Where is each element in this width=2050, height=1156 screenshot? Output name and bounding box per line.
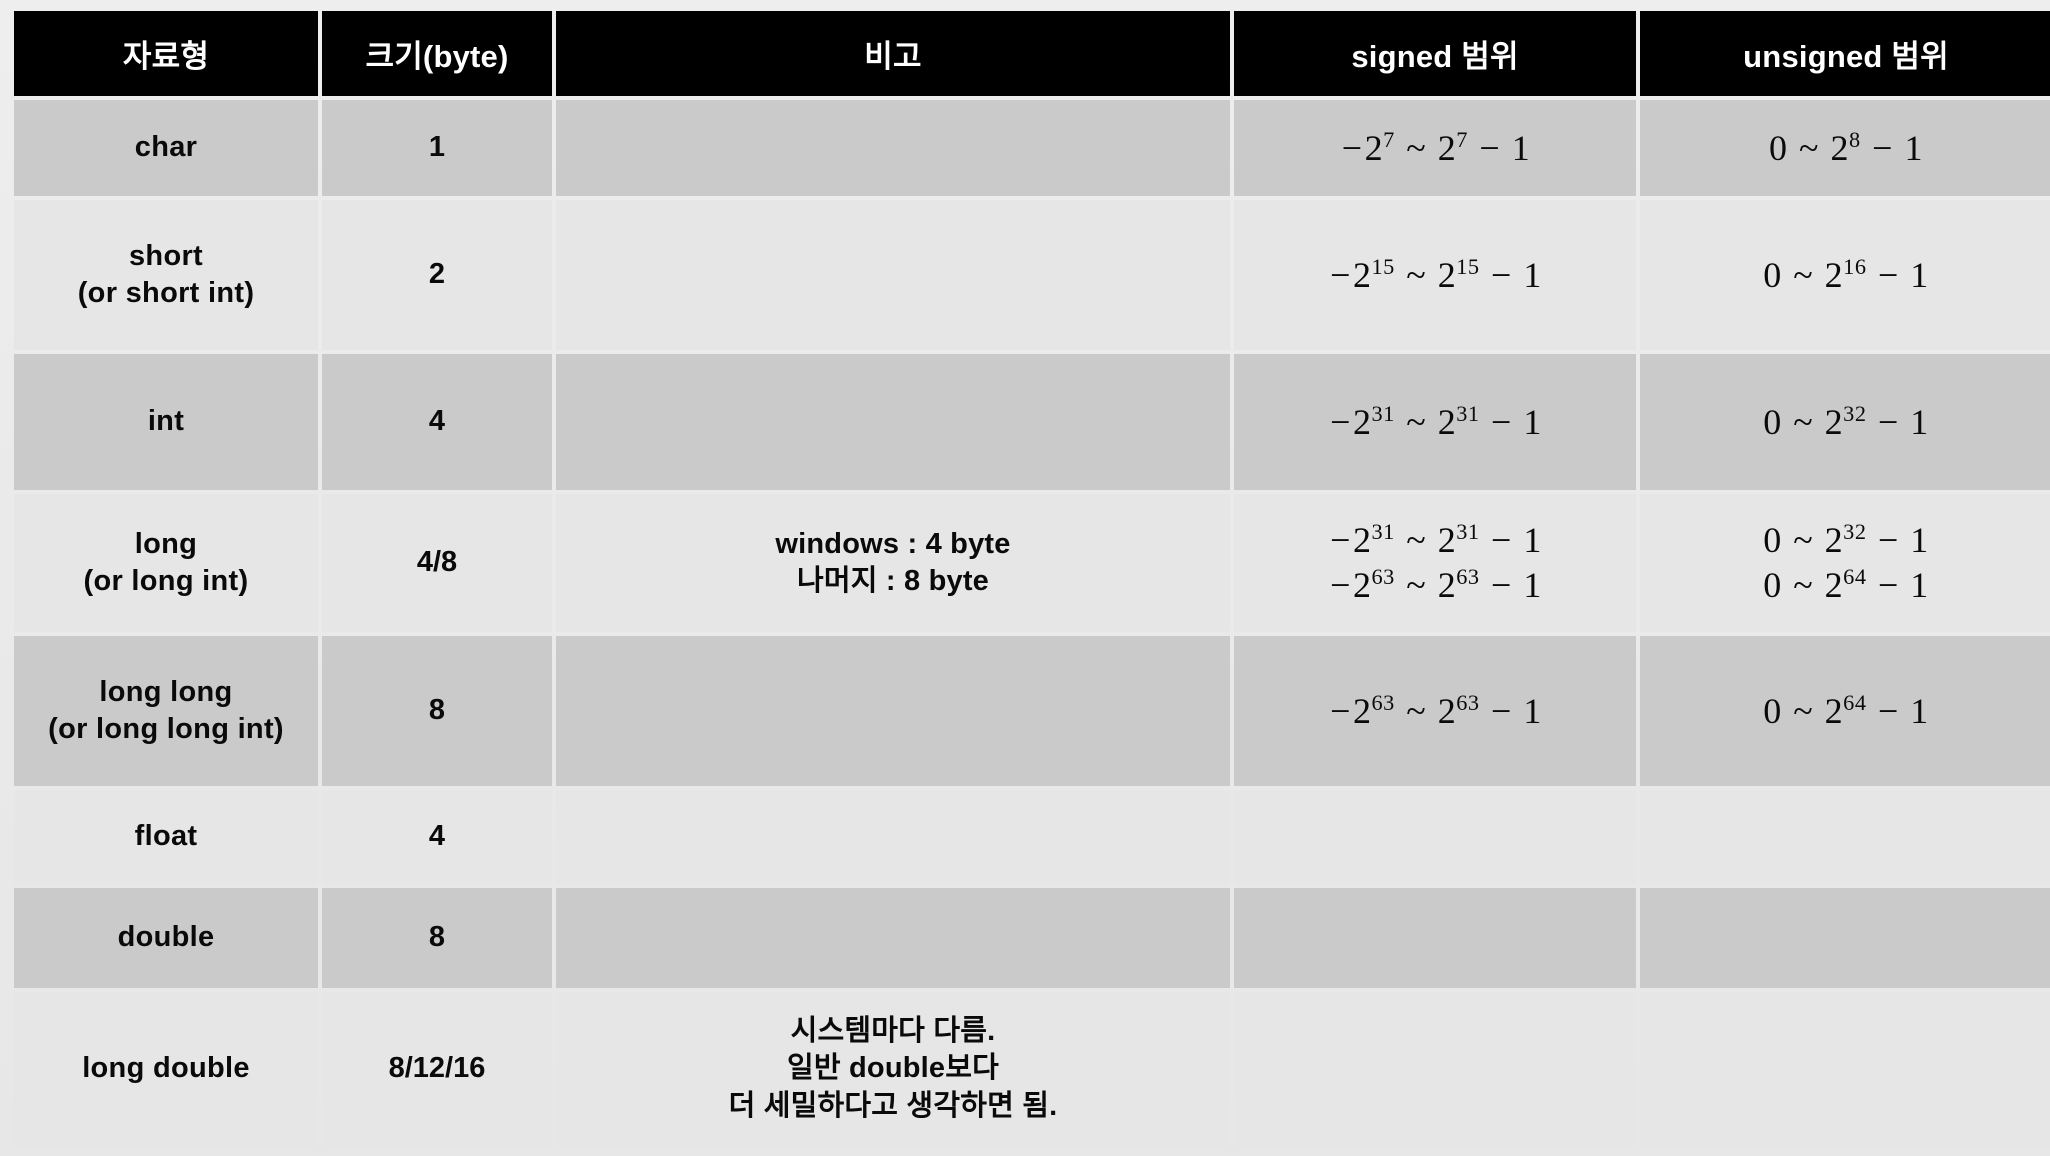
signed-range-line: −263 ~ 263 − 1 — [1330, 689, 1542, 731]
cell-signed-range — [1234, 790, 1636, 884]
column-header-unsigned: unsigned 범위 — [1640, 11, 2050, 96]
type-name-line: int — [147, 405, 185, 438]
table-row: char 1 −27 ~ 27 − 1 0 ~ 28 − 1 — [14, 100, 2050, 196]
type-alias-line: (or long long int) — [48, 713, 284, 745]
unsigned-range-line: 0 ~ 216 − 1 — [1763, 253, 1929, 295]
column-header-note: 비고 — [556, 11, 1230, 96]
cell-signed-range — [1234, 888, 1636, 988]
cell-size: 8/12/16 — [322, 992, 552, 1146]
cell-unsigned-range — [1640, 790, 2050, 884]
cell-note: windows : 4 byte 나머지 : 8 byte — [556, 494, 1230, 632]
unsigned-range-line: 0 ~ 232 − 1 — [1763, 400, 1929, 442]
type-name-line: short — [129, 239, 203, 272]
table-row: short (or short int) 2 −215 ~ 215 − 1 0 ~ 21… — [14, 200, 2050, 350]
cell-note — [556, 888, 1230, 988]
cell-size: 4 — [322, 354, 552, 490]
table-header: 자료형 크기(byte) 비고 signed 범위 unsigned 범위 — [14, 11, 2050, 96]
cell-type: double — [14, 888, 318, 988]
cell-signed-range: −27 ~ 27 − 1 — [1234, 100, 1636, 196]
cell-signed-range — [1234, 992, 1636, 1146]
cell-type: long double — [14, 992, 318, 1146]
cell-unsigned-range: 0 ~ 232 − 1 — [1640, 354, 2050, 490]
signed-range-line: −27 ~ 27 − 1 — [1341, 126, 1531, 168]
cell-unsigned-range: 0 ~ 264 − 1 — [1640, 636, 2050, 786]
table-body: char 1 −27 ~ 27 − 1 0 ~ 28 − 1 short (or shor… — [14, 100, 2050, 1146]
column-header-size: 크기(byte) — [322, 11, 552, 96]
note-line: windows : 4 byte — [775, 527, 1011, 560]
cell-signed-range: −231 ~ 231 − 1 — [1234, 354, 1636, 490]
table-row: double 8 — [14, 888, 2050, 988]
unsigned-range-line: 0 ~ 232 − 1 — [1763, 519, 1929, 560]
cell-signed-range: −231 ~ 231 − 1 −263 ~ 263 − 1 — [1234, 494, 1636, 632]
cell-note — [556, 100, 1230, 196]
unsigned-range-line: 0 ~ 264 − 1 — [1763, 689, 1929, 731]
data-types-table: 자료형 크기(byte) 비고 signed 범위 unsigned 범위 ch… — [10, 7, 2050, 1150]
cell-type: long (or long int) — [14, 494, 318, 632]
table-row: int 4 −231 ~ 231 − 1 0 ~ 232 − 1 — [14, 354, 2050, 490]
cell-unsigned-range: 0 ~ 216 − 1 — [1640, 200, 2050, 350]
cell-unsigned-range — [1640, 888, 2050, 988]
type-name-line: long long — [99, 675, 233, 708]
column-header-type: 자료형 — [14, 11, 318, 96]
type-name-line: float — [134, 820, 198, 853]
unsigned-range-line: 0 ~ 28 − 1 — [1769, 126, 1923, 168]
table-row: long (or long int) 4/8 windows : 4 byte 나머지 … — [14, 494, 2050, 632]
cell-note — [556, 790, 1230, 884]
cell-type: short (or short int) — [14, 200, 318, 350]
cell-unsigned-range — [1640, 992, 2050, 1146]
cell-signed-range: −215 ~ 215 − 1 — [1234, 200, 1636, 350]
cell-unsigned-range: 0 ~ 28 − 1 — [1640, 100, 2050, 196]
cell-size: 8 — [322, 636, 552, 786]
cell-type: char — [14, 100, 318, 196]
table-row: long long (or long long int) 8 −263 ~ 263 −… — [14, 636, 2050, 786]
cell-signed-range: −263 ~ 263 − 1 — [1234, 636, 1636, 786]
type-name-line: long double — [82, 1052, 250, 1085]
cell-note — [556, 200, 1230, 350]
type-alias-line: (or long int) — [83, 565, 249, 597]
type-name-line: long — [134, 527, 198, 560]
cell-type: long long (or long long int) — [14, 636, 318, 786]
cell-note — [556, 354, 1230, 490]
header-row: 자료형 크기(byte) 비고 signed 범위 unsigned 범위 — [14, 11, 2050, 96]
cell-size: 4/8 — [322, 494, 552, 632]
table-row: float 4 — [14, 790, 2050, 884]
signed-range-line: −231 ~ 231 − 1 — [1330, 400, 1542, 442]
column-header-signed: signed 범위 — [1234, 11, 1636, 96]
cell-size: 4 — [322, 790, 552, 884]
cell-size: 2 — [322, 200, 552, 350]
cell-type: float — [14, 790, 318, 884]
type-name-line: char — [134, 131, 198, 164]
cell-size: 1 — [322, 100, 552, 196]
signed-range-line: −215 ~ 215 − 1 — [1330, 253, 1542, 295]
signed-range-line: −231 ~ 231 − 1 — [1330, 519, 1542, 560]
note-line: 시스템마다 다름. — [790, 1015, 996, 1048]
cell-type: int — [14, 354, 318, 490]
cell-note — [556, 636, 1230, 786]
type-alias-line: (or short int) — [77, 277, 255, 309]
note-line: 더 세밀하다고 생각하면 됨. — [728, 1089, 1058, 1122]
cell-size: 8 — [322, 888, 552, 988]
unsigned-range-line: 0 ~ 264 − 1 — [1763, 564, 1929, 605]
note-line: 나머지 : 8 byte — [796, 565, 990, 597]
note-line: 일반 double보다 — [786, 1052, 1000, 1085]
type-name-line: double — [117, 921, 215, 954]
signed-range-line: −263 ~ 263 − 1 — [1330, 564, 1542, 605]
